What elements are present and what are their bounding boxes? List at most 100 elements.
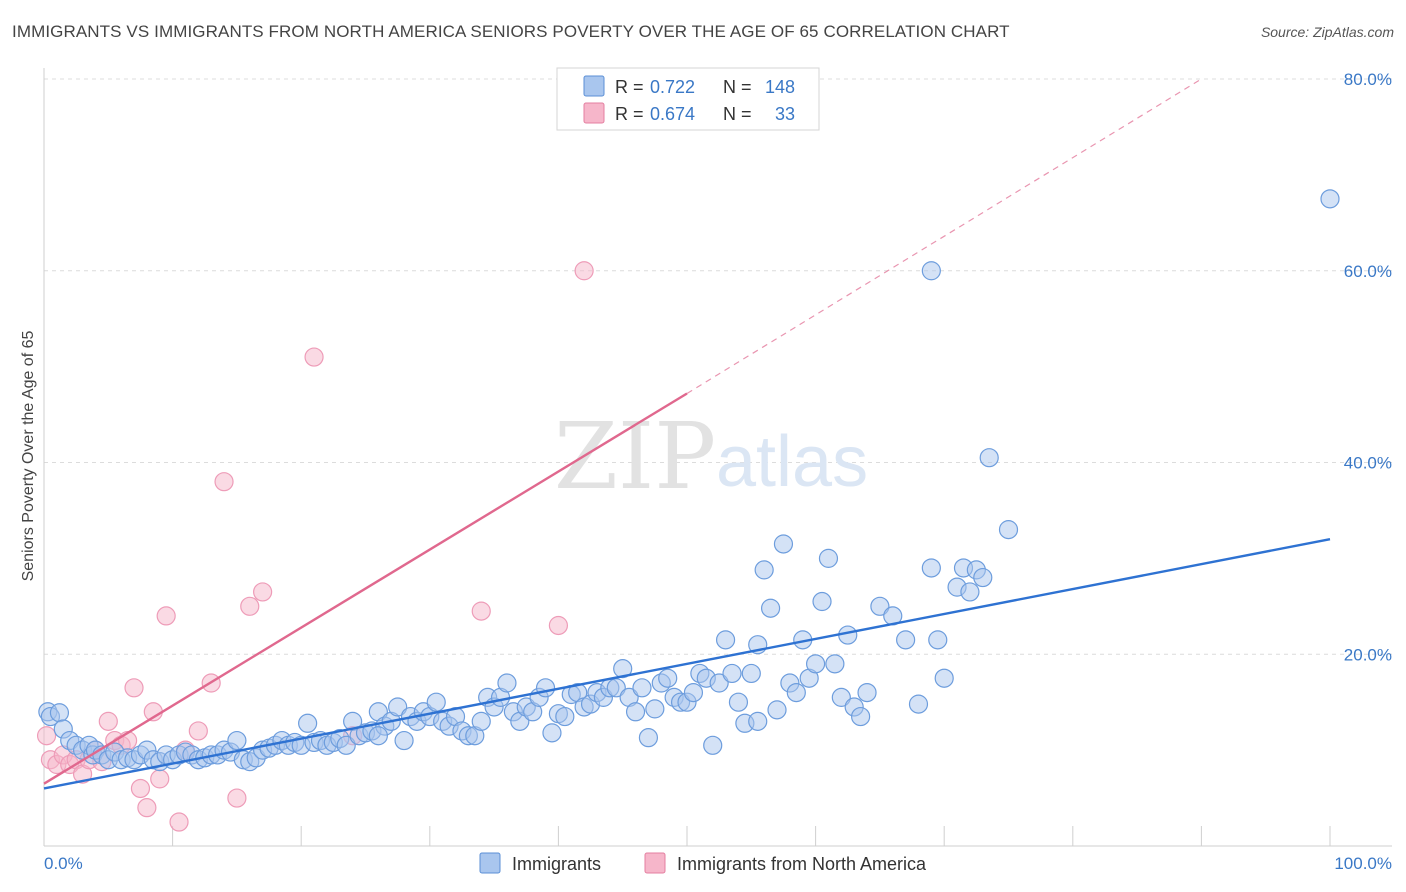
- point-immigrants: [754, 560, 774, 580]
- point-north-america: [214, 472, 234, 492]
- point-immigrants: [767, 700, 787, 720]
- point-north-america: [150, 769, 170, 789]
- point-immigrants: [497, 673, 517, 693]
- watermark-zip: ZIP: [554, 403, 716, 510]
- bottom-legend-immigrants: Immigrants: [512, 854, 601, 874]
- point-north-america: [130, 778, 151, 799]
- y-axis-label: Seniors Poverty Over the Age of 65: [20, 331, 37, 582]
- trend-lines: [43, 78, 1331, 790]
- bottom-legend-immigrants-north-america: Immigrants from North America: [677, 854, 927, 874]
- point-immigrants: [741, 663, 761, 684]
- point-immigrants: [979, 448, 999, 468]
- bottom-legend: Immigrants Immigrants from North America: [479, 852, 927, 874]
- x-tick-marks: [172, 826, 1331, 846]
- point-north-america: [227, 788, 247, 808]
- point-immigrants: [471, 711, 491, 731]
- point-immigrants: [336, 735, 356, 755]
- point-immigrants: [1320, 189, 1340, 209]
- legend-box: R = 0.722 N = 148 R = 0.674 N = 33: [556, 67, 820, 131]
- point-immigrants: [394, 730, 414, 751]
- point-north-america: [124, 678, 144, 698]
- chart-title: IMMIGRANTS VS IMMIGRANTS FROM NORTH AMER…: [12, 22, 1010, 41]
- point-north-america: [188, 721, 208, 741]
- point-north-america: [169, 812, 189, 832]
- point-immigrants: [857, 682, 877, 703]
- point-immigrants: [825, 654, 845, 674]
- y-tick-label-40: 40.0%: [1344, 454, 1392, 473]
- legend-swatch-blue: [583, 75, 605, 97]
- legend-r-value-pink: 0.674: [650, 104, 695, 124]
- watermark-atlas: atlas: [716, 422, 868, 502]
- point-immigrants: [728, 692, 749, 712]
- point-immigrants: [625, 702, 646, 722]
- point-immigrants: [555, 706, 575, 727]
- legend-r-label: R =: [615, 77, 644, 97]
- point-immigrants: [805, 654, 826, 674]
- point-immigrants: [542, 723, 562, 743]
- point-immigrants: [818, 548, 839, 568]
- series-immigrants: [38, 189, 1340, 772]
- point-immigrants: [773, 534, 794, 554]
- point-immigrants: [49, 703, 70, 723]
- point-immigrants: [870, 596, 890, 616]
- point-immigrants: [921, 558, 941, 578]
- y-tick-label-60: 60.0%: [1344, 262, 1392, 281]
- point-immigrants: [298, 713, 318, 733]
- y-tick-label-20: 20.0%: [1344, 645, 1392, 664]
- point-immigrants: [368, 726, 388, 746]
- point-immigrants: [638, 728, 659, 748]
- point-north-america: [548, 615, 569, 636]
- point-immigrants: [388, 697, 408, 717]
- point-immigrants: [709, 673, 729, 693]
- point-immigrants: [722, 663, 742, 684]
- legend-n-label: N =: [723, 77, 752, 97]
- legend-n-value-pink: 33: [775, 104, 795, 124]
- point-immigrants: [921, 261, 941, 281]
- point-immigrants: [748, 711, 768, 731]
- legend-r-label-2: R =: [615, 104, 644, 124]
- point-immigrants: [715, 630, 736, 650]
- point-north-america: [253, 582, 273, 602]
- y-tick-labels: 20.0% 40.0% 60.0% 80.0%: [1344, 70, 1392, 664]
- point-immigrants: [786, 682, 806, 703]
- bottom-legend-swatch-blue: [479, 852, 501, 874]
- point-immigrants: [960, 582, 980, 602]
- point-immigrants: [632, 678, 652, 698]
- point-north-america: [137, 798, 157, 818]
- point-north-america: [98, 711, 118, 731]
- y-tick-label-80: 80.0%: [1344, 70, 1392, 89]
- grid-lines: [44, 78, 1392, 655]
- trend-line-blue: [43, 538, 1331, 790]
- point-immigrants: [934, 668, 954, 688]
- point-immigrants: [928, 630, 948, 650]
- source-label: Source: ZipAtlas.com: [1260, 24, 1394, 40]
- point-immigrants: [658, 668, 678, 688]
- point-immigrants: [606, 678, 626, 698]
- point-immigrants: [227, 730, 247, 751]
- trend-line-pink: [43, 392, 688, 785]
- legend-r-value-blue: 0.722: [650, 77, 695, 97]
- point-immigrants: [908, 694, 929, 714]
- bottom-legend-swatch-pink: [644, 852, 666, 874]
- point-immigrants: [998, 520, 1019, 540]
- point-north-america: [471, 601, 491, 621]
- legend-swatch-pink: [583, 102, 605, 124]
- trend-line-extension-pink: [686, 78, 1202, 394]
- point-immigrants: [645, 699, 665, 719]
- point-immigrants: [831, 687, 851, 707]
- point-immigrants: [535, 678, 556, 698]
- point-north-america: [240, 596, 260, 616]
- x-tick-label-max: 100.0%: [1334, 854, 1392, 873]
- point-immigrants: [812, 591, 832, 612]
- point-north-america: [156, 606, 176, 626]
- point-immigrants: [973, 567, 993, 588]
- legend-n-label-2: N =: [723, 104, 752, 124]
- point-immigrants: [896, 630, 916, 650]
- point-north-america: [36, 726, 57, 746]
- point-immigrants: [613, 659, 633, 679]
- point-immigrants: [760, 598, 781, 618]
- legend-n-value-blue: 148: [765, 77, 795, 97]
- x-tick-label-min: 0.0%: [44, 854, 83, 873]
- point-immigrants: [683, 682, 704, 703]
